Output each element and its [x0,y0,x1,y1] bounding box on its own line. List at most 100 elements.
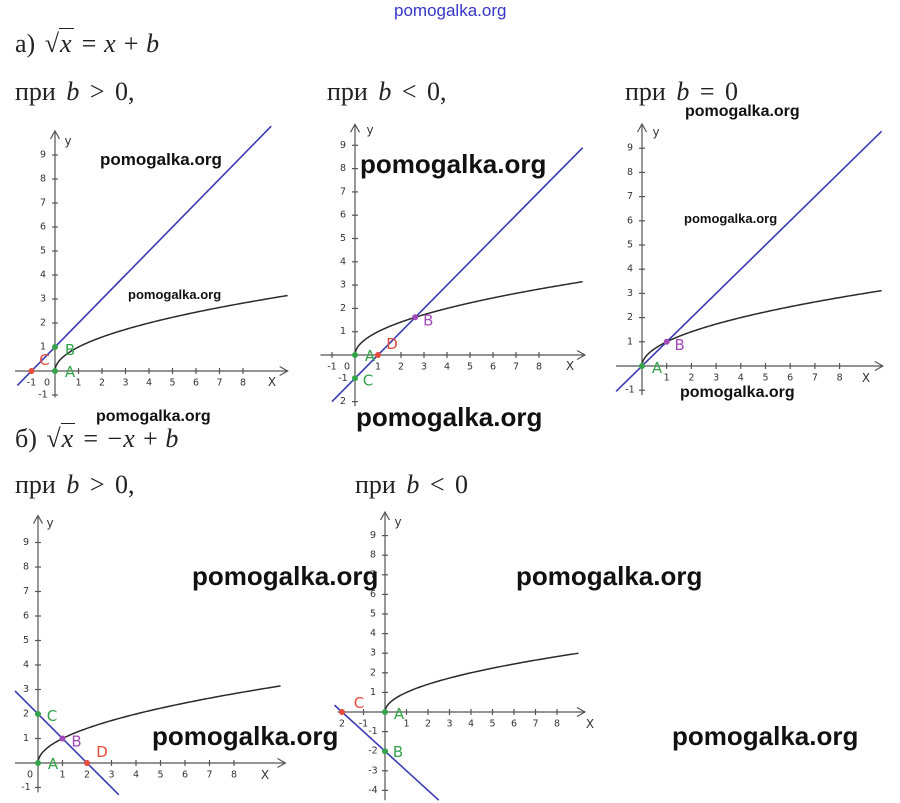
x-tick-label: 8 [554,719,560,730]
point-label-C: C [363,371,373,389]
y-tick-label: 2 [340,303,346,314]
y-tick-label: 7 [370,569,376,580]
y-tick-label: 1 [627,336,633,347]
point-label-C: C [39,351,49,369]
y-tick-label: 6 [40,222,46,233]
sqrt-curve [384,652,579,713]
y-axis-label: y [394,515,401,529]
point-B [382,748,388,755]
x-tick-label: 5 [157,770,163,781]
y-tick-label: 2 [370,667,376,678]
point-B [412,314,419,321]
y-tick-label: 5 [40,246,46,257]
y-tick-label: -1 [368,726,377,737]
x-axis-label: X [862,371,870,385]
line-graph [14,690,120,796]
x-tick-label: 3 [421,362,427,373]
equation-rhs: = −x + b [81,424,179,453]
point-label-B: B [423,311,433,329]
x-tick-label: 7 [532,719,538,730]
x-tick-label: 5 [467,362,473,373]
y-tick-label: 4 [23,660,29,671]
x-tick-label: 0 [27,770,33,781]
line-graph [331,147,584,403]
x-tick-label: 2 [99,378,105,389]
case-condition: > 0, [89,77,135,106]
x-tick-label: 6 [193,378,199,389]
point-C [339,709,345,715]
part-a-label: а) [15,29,36,58]
y-tick-label: 9 [627,143,633,154]
watermark: pomogalka.org [100,150,222,169]
x-tick-label: 7 [206,770,212,781]
y-tick-label: 8 [340,163,346,174]
y-tick-label: 6 [340,210,346,221]
y-tick-label: 1 [23,733,29,744]
x-axis-arrow [874,360,885,372]
x-tick-label: 1 [59,770,65,781]
y-tick-label: 3 [370,648,376,659]
y-tick-label: -1 [38,390,47,401]
y-tick-label: 5 [340,233,346,244]
radical-sign: √ [46,424,61,453]
line-graph [615,130,883,392]
x-tick-label: 0 [44,378,50,389]
x-tick-label: 1 [75,378,81,389]
y-tick-label: -1 [338,373,347,384]
case-variable: b [676,77,690,106]
case-a-b-positive: при b > 0, [15,76,135,107]
x-tick-label: 0 [344,362,350,373]
case-b-b-positive: при b > 0, [15,469,135,500]
y-tick-label: 1 [40,342,46,353]
point-label-B: B [393,743,403,761]
x-tick-label: 5 [489,719,495,730]
sqrt-curve [641,289,882,367]
x-tick-label: 1 [375,362,381,373]
point-label-A: A [65,363,76,381]
y-tick-label: 6 [627,215,633,226]
x-axis-arrow [576,349,587,361]
y-tick-label: 6 [23,611,29,622]
x-tick-label: 6 [787,373,793,384]
y-tick-label: 9 [23,537,29,548]
x-tick-label: 8 [231,770,237,781]
point-label-A: A [652,359,663,377]
point-label-D: D [96,743,108,761]
watermark: pomogalka.org [672,721,859,751]
x-tick-label: 2 [425,719,431,730]
sqrt-curve [37,685,281,764]
x-axis-arrow [576,706,587,718]
case-variable: b [66,470,80,499]
radical-sign: √ [44,29,59,58]
x-tick-label: 6 [490,362,496,373]
x-tick-label: 6 [182,770,188,781]
case-word: при [625,77,666,106]
x-tick-label: 3 [446,719,452,730]
x-axis-label: X [261,768,269,782]
case-condition: > 0, [89,470,135,499]
part-a-equation: а) √x = x + b [15,28,159,59]
y-tick-label: 6 [370,589,376,600]
point-label-A: A [365,347,376,365]
x-tick-label: 4 [146,378,152,389]
y-axis-label: y [64,134,71,148]
radicand: x [58,28,74,58]
case-word: при [355,470,396,499]
x-tick-label: 8 [837,373,843,384]
x-tick-label: 4 [738,373,744,384]
y-tick-label: 1 [340,326,346,337]
y-axis-label: y [366,123,373,137]
line-graph [16,125,272,386]
site-name-top: pomogalka.org [394,1,507,20]
case-a-b-negative: при b < 0, [327,76,447,107]
x-tick-label: 2 [84,770,90,781]
y-tick-label: 1 [370,687,376,698]
graph-3: 1 2 3 4 5 6 7 8 9 8 7 6 5 4 3 2 1 -1 Xy AB [615,122,885,396]
y-tick-label: 9 [40,150,46,161]
y-tick-label: -1 [21,782,30,793]
x-tick-label: 7 [513,362,519,373]
y-tick-label: 4 [627,264,633,275]
point-label-B: B [675,336,685,354]
case-variable: b [66,77,80,106]
case-condition: < 0, [401,77,447,106]
